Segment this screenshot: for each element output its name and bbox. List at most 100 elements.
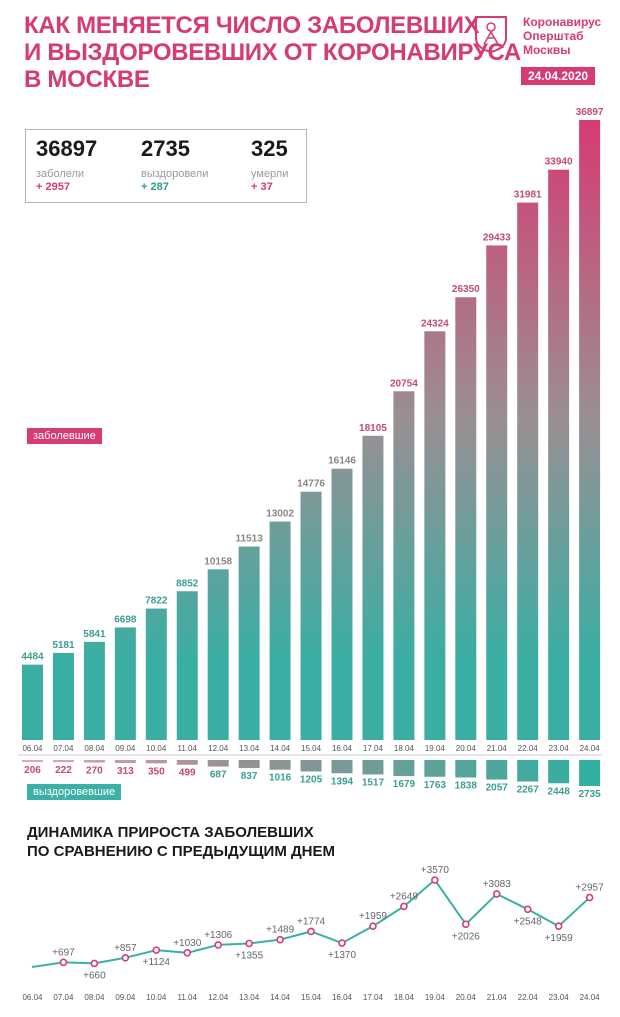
growth-point [554,922,563,930]
sick-value-label: 29433 [483,232,511,243]
line-date-label: 23.04 [549,993,570,1002]
date-label: 19.04 [425,744,446,753]
date-label: 15.04 [301,744,322,753]
recovered-value-label: 1517 [362,777,385,788]
title-line: И ВЫЗДОРОВЕВШИХ ОТ КОРОНАВИРУСА [24,39,521,66]
sick-value-label: 4484 [21,652,44,663]
date-label: 09.04 [115,744,136,753]
growth-label: +1124 [143,957,171,968]
sick-value-label: 6698 [114,614,137,625]
sick-value-label: 24324 [421,318,449,329]
logo-line: Коронавирус [523,15,602,29]
recovered-value-label: 222 [55,765,72,776]
recovered-bar [22,760,43,762]
stats-summary: 36897 заболели + 2957 2735 выздоровели +… [25,129,307,203]
growth-label: +1355 [235,950,264,961]
growth-label: +1959 [545,933,574,944]
recovered-bar [207,760,229,767]
sick-value-label: 18105 [359,423,387,434]
legend-recovered: выздоровевшие [27,784,122,800]
line-date-label: 12.04 [208,993,229,1002]
growth-line-chart: +697 +660 +857 +1124+1030+1306+1355 +1489+17… [31,865,604,981]
sick-bar [207,569,229,740]
growth-point [585,893,594,902]
date-label: 10.04 [146,744,167,753]
growth-label: +660 [83,970,106,981]
sick-value-label: 14776 [297,479,325,490]
recovered-bar [269,760,291,770]
recovered-bar [393,760,415,776]
growth-label: +2548 [514,916,543,927]
sick-bar [114,627,136,740]
sick-value-labels: 4484 5181 5841 6698 7822 8852 10158 11513 13002 1… [21,107,604,663]
line-date-label: 09.04 [115,993,136,1002]
line-date-label: 21.04 [487,993,508,1002]
sick-value-label: 13002 [266,509,294,520]
title-line: В МОСКВЕ [24,66,150,93]
line-date-label: 14.04 [270,993,291,1002]
recovered-value-label: 2735 [578,789,601,800]
growth-label: +1370 [328,950,357,961]
recovered-bar [331,760,353,774]
sick-value-label: 5841 [83,629,106,640]
growth-label: +697 [52,947,75,958]
recovered-bars [22,760,601,786]
recovered-value-label: 1763 [424,780,447,791]
line-date-label: 08.04 [84,993,105,1002]
recovered-bar [362,760,384,775]
date-badge: 24.04.2020 [521,67,596,85]
logo-line: Оперштаб [523,29,584,43]
line-date-label: 16.04 [332,993,353,1002]
stat-label: заболели [36,168,85,180]
line-date-label: 24.04 [580,993,601,1002]
sick-bar [362,435,384,740]
date-label: 23.04 [549,744,570,753]
growth-point [183,949,192,957]
growth-label: +1306 [204,930,233,941]
recovered-value-label: 837 [241,771,258,782]
date-label: 18.04 [394,744,415,753]
recovered-bar [238,760,260,768]
stat-died: 325 умерли + 37 [251,136,288,194]
sick-value-label: 7822 [145,596,168,607]
recovered-value-label: 313 [117,766,134,777]
date-axis-labels: 06.04 07.04 08.04 09.04 10.04 11.04 12.04 13.04… [18,744,602,756]
line-date-label: 11.04 [178,993,198,1002]
recovered-value-label: 1205 [300,774,323,785]
date-label: 17.04 [363,744,384,753]
recovered-bar [83,760,105,763]
sick-bar [300,491,322,740]
growth-point [369,922,377,930]
stat-sick: 36897 заболели + 2957 [36,136,97,194]
sick-bars [22,120,601,741]
stat-label: выздоровели [141,168,209,180]
sick-value-label: 33940 [545,157,573,168]
sick-bar [393,391,415,740]
growth-point [152,946,161,954]
stat-label: умерли [251,168,289,180]
sick-bar [238,546,260,740]
date-label: 22.04 [518,744,539,753]
sick-bar [52,652,74,740]
growth-label: +3083 [483,879,512,890]
title-line: КАК МЕНЯЕТСЯ ЧИСЛО ЗАБОЛЕВШИХ [24,12,480,39]
date-label: 13.04 [239,744,260,753]
recovered-value-label: 270 [86,766,103,777]
line-date-labels: 06.04 07.04 08.04 09.04 10.04 11.04 12.04 13.04… [22,993,600,1002]
date-label: 07.04 [53,744,74,753]
logo-line: Москвы [523,43,571,57]
date-label: 08.04 [84,744,105,753]
sick-bar [548,169,570,740]
stat-value: 325 [251,136,288,161]
growth-label: +1489 [266,925,295,936]
sick-value-label: 20754 [390,378,418,389]
growth-point [400,902,408,911]
growth-label: +3570 [421,865,450,876]
line-date-label: 10.04 [146,993,167,1002]
growth-point [214,941,222,949]
recovered-bar [579,760,601,786]
growth-point [90,959,99,968]
line-date-label: 22.04 [518,993,539,1002]
recovered-bar [486,760,508,780]
